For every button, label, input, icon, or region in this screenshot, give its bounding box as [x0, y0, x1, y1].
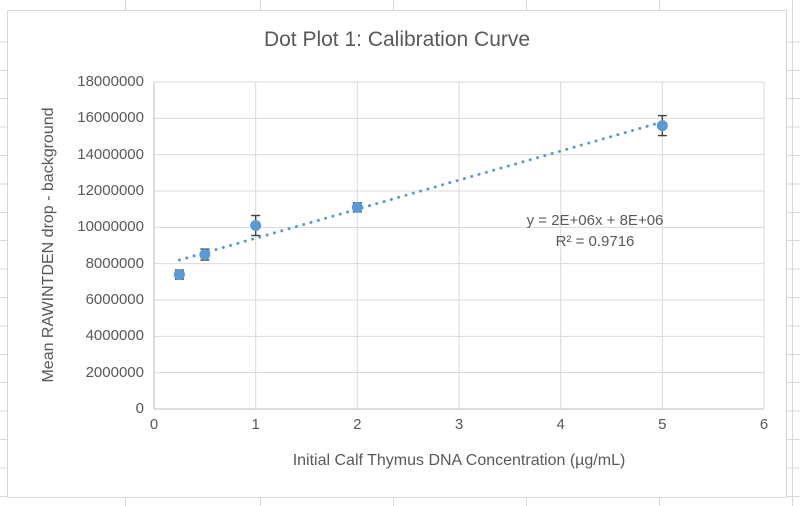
y-tick-label: 10000000 — [77, 218, 144, 236]
y-tick-label: 0 — [135, 400, 144, 417]
y-tick-label: 8000000 — [85, 254, 144, 272]
x-tick-label: 0 — [149, 416, 159, 433]
x-tick-label: 4 — [556, 416, 565, 433]
y-tick-label: 18000000 — [77, 73, 144, 90]
x-tick-label: 1 — [251, 416, 260, 433]
y-tick-label: 4000000 — [85, 327, 144, 345]
data-point — [199, 249, 211, 261]
x-tick-label: 2 — [353, 416, 362, 433]
x-tick-label: 3 — [454, 416, 464, 433]
trendline-equation: y = 2E+06x + 8E+06 R² = 0.9716 — [527, 210, 664, 252]
plot-area — [153, 81, 765, 410]
y-tick-label: 6000000 — [85, 291, 144, 308]
y-axis-title: Mean RAWINTDEN drop - background — [40, 107, 57, 383]
data-point — [250, 220, 262, 232]
equation-line: y = 2E+06x + 8E+06 — [526, 212, 664, 229]
y-tick-label: 14000000 — [77, 145, 144, 163]
y-tick-label: 2000000 — [85, 363, 144, 381]
y-tick-label: 12000000 — [77, 182, 144, 199]
data-point — [351, 201, 363, 213]
data-point — [173, 269, 185, 281]
y-tick-label: 16000000 — [77, 109, 144, 127]
r-squared-line: R² = 0.9716 — [555, 233, 635, 250]
chart-title: Dot Plot 1: Calibration Curve — [263, 28, 531, 51]
x-tick-label: 5 — [658, 416, 667, 433]
x-tick-label: 6 — [759, 416, 769, 433]
chart[interactable]: Dot Plot 1: Calibration Curve 0 2000000 40… — [7, 10, 787, 498]
x-axis-title: Initial Calf Thymus DNA Concentration (µ… — [292, 452, 626, 469]
data-point — [656, 120, 668, 132]
